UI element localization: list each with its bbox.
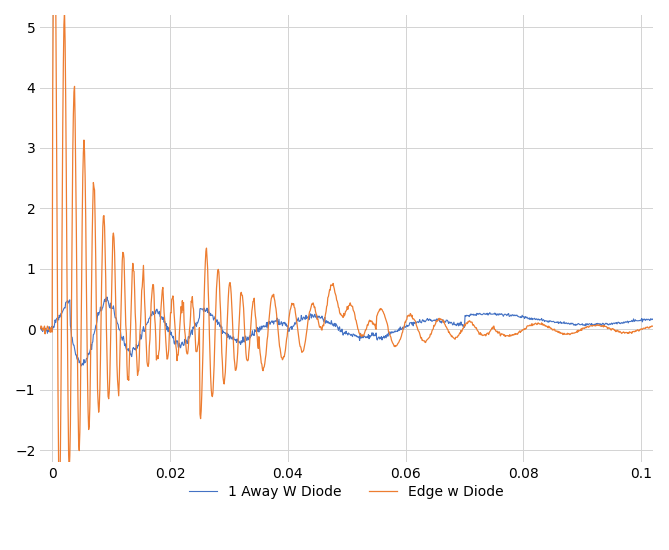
1 Away W Diode (587, 320, 595, 327)
1 Away W Diode (652, 316, 660, 322)
Edge w Diode (652, 323, 660, 329)
Edge w Diode (177, 309, 185, 316)
Edge w Diode (599, 323, 607, 329)
Line: Edge w Diode: Edge w Diode (40, 0, 656, 498)
Edge w Diode (587, 322, 595, 329)
Edge w Diode (36, 325, 44, 332)
1 Away W Diode (103, 294, 111, 300)
1 Away W Diode (556, 319, 564, 326)
1 Away W Diode (177, 344, 185, 351)
1 Away W Diode (77, 362, 85, 369)
Edge w Diode (556, 329, 564, 336)
1 Away W Diode (612, 319, 620, 326)
Line: 1 Away W Diode: 1 Away W Diode (40, 297, 656, 366)
Edge w Diode (612, 328, 620, 334)
1 Away W Diode (36, 325, 44, 332)
Legend: 1 Away W Diode, Edge w Diode: 1 Away W Diode, Edge w Diode (184, 480, 510, 504)
Edge w Diode (84, 373, 92, 380)
1 Away W Diode (599, 320, 607, 327)
1 Away W Diode (83, 355, 91, 361)
Edge w Diode (56, 495, 64, 502)
